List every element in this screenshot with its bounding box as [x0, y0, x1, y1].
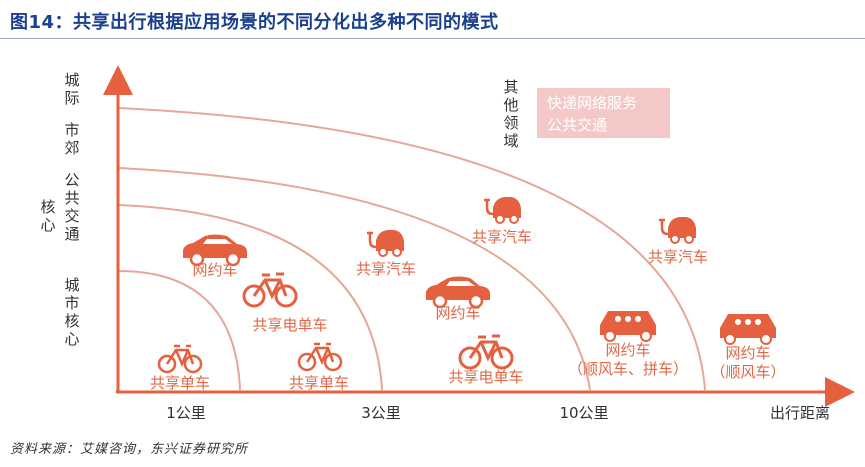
- item-label-ev-3: 共享汽车: [648, 248, 708, 266]
- item-label-ebike-1: 共享电单车: [252, 316, 327, 334]
- range-arc-4: [117, 107, 706, 391]
- item-label-car-2: 网约车: [435, 304, 480, 322]
- legend-box-line2: 公共交通: [547, 116, 607, 134]
- item-label-car-1: 网约车: [192, 261, 237, 279]
- other-domain-label: 其他领域: [503, 78, 518, 150]
- x-tick-3km: 3公里: [361, 404, 401, 422]
- car-icon: [183, 234, 247, 267]
- ebike-icon: [458, 334, 514, 370]
- range-arc-1: [117, 270, 241, 391]
- item-sub-carpool-2: （顺风车）: [710, 363, 785, 381]
- range-arc-2: [117, 204, 383, 391]
- legend-box: [537, 88, 670, 138]
- x-tick-1km: 1公里: [166, 404, 206, 422]
- ev-car-icon: [659, 217, 696, 244]
- car-icon: [426, 276, 490, 309]
- item-label-carpool-1: 网约车: [605, 341, 650, 359]
- item-label-bike-2: 共享单车: [289, 374, 349, 392]
- y-level-core: 核心: [40, 198, 55, 234]
- figure-title: 图14：共享出行根据应用场景的不同分化出多种不同的模式: [10, 12, 499, 33]
- item-label-bike-1: 共享单车: [150, 374, 210, 392]
- y-level-urban-core: 城市核心: [64, 276, 79, 348]
- ebike-icon: [242, 272, 298, 308]
- y-level-public-transit: 公共交通: [64, 171, 79, 243]
- bicycle-icon: [297, 342, 343, 372]
- ev-car-icon: [367, 230, 404, 257]
- title-divider: [0, 38, 865, 39]
- y-level-intercity: 城际: [64, 71, 79, 107]
- bicycle-icon: [157, 344, 203, 374]
- item-label-carpool-2: 网约车: [725, 344, 770, 362]
- carpool-car-icon: [720, 314, 776, 345]
- ev-car-icon: [484, 197, 521, 224]
- x-axis-label: 出行距离: [770, 404, 830, 422]
- y-level-suburb: 市郊: [64, 121, 79, 157]
- range-arc-3: [117, 167, 591, 391]
- item-label-ev-1: 共享汽车: [356, 260, 416, 278]
- item-label-ebike-2: 共享电单车: [448, 368, 523, 386]
- carpool-car-icon: [600, 311, 656, 342]
- item-label-ev-2: 共享汽车: [472, 228, 532, 246]
- item-sub-carpool-1: （顺风车、拼车）: [568, 360, 688, 378]
- source-note: 资料来源：艾媒咨询，东兴证券研究所: [10, 442, 249, 457]
- x-tick-10km: 10公里: [559, 404, 608, 422]
- legend-box-line1: 快递网络服务: [547, 94, 637, 112]
